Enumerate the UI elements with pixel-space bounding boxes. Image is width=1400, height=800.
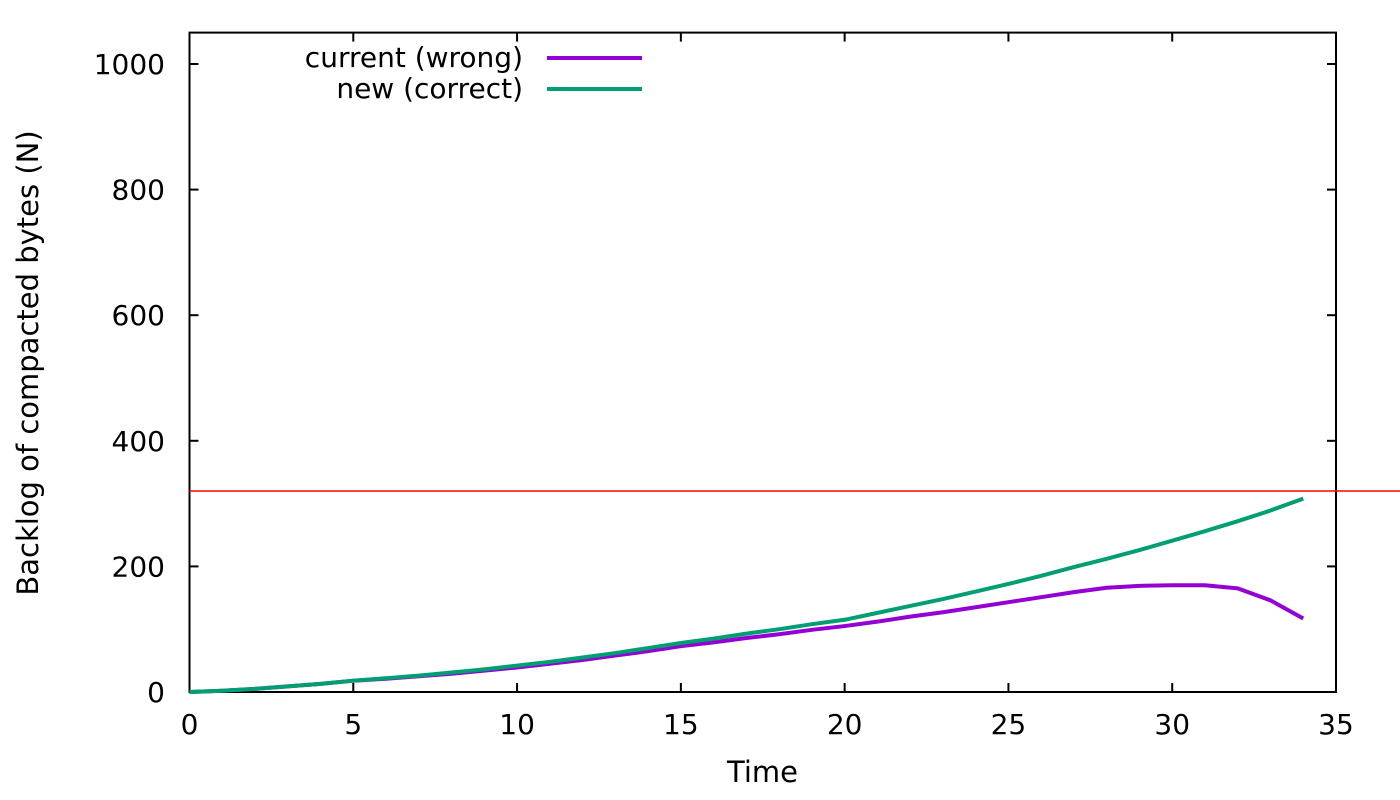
legend-label-current-wrong: current (wrong) (304, 41, 523, 74)
legend-line-sample-new-correct (547, 86, 642, 91)
x-axis-title: Time (727, 755, 798, 789)
y-tick-label-1000: 1000 (94, 48, 165, 81)
y-tick-label-800: 800 (112, 174, 165, 207)
x-tick-label-30: 30 (1154, 708, 1190, 741)
legend-item-new-correct: new (correct) (200, 73, 642, 104)
y-tick-label-0: 0 (147, 676, 165, 709)
y-tick-label-600: 600 (112, 299, 165, 332)
x-tick-label-20: 20 (827, 708, 863, 741)
legend-item-current-wrong: current (wrong) (200, 42, 642, 73)
x-tick-label-15: 15 (663, 708, 699, 741)
legend-label-new-correct: new (correct) (336, 72, 523, 105)
x-tick-label-5: 5 (344, 708, 362, 741)
legend-line-sample-current-wrong (547, 55, 642, 60)
x-tick-label-35: 35 (1318, 708, 1354, 741)
x-tick-label-0: 0 (181, 708, 199, 741)
y-tick-label-400: 400 (112, 425, 165, 458)
series-line-current-wrong (189, 583, 1305, 694)
legend: current (wrong) new (correct) (200, 42, 642, 104)
y-axis-title: Backlog of compacted bytes (N) (11, 130, 45, 596)
plot-border (188, 31, 1337, 694)
x-tick-label-25: 25 (991, 708, 1027, 741)
y-tick-label-200: 200 (112, 550, 165, 583)
series-line-new-correct (189, 496, 1304, 694)
x-tick-label-10: 10 (499, 708, 535, 741)
